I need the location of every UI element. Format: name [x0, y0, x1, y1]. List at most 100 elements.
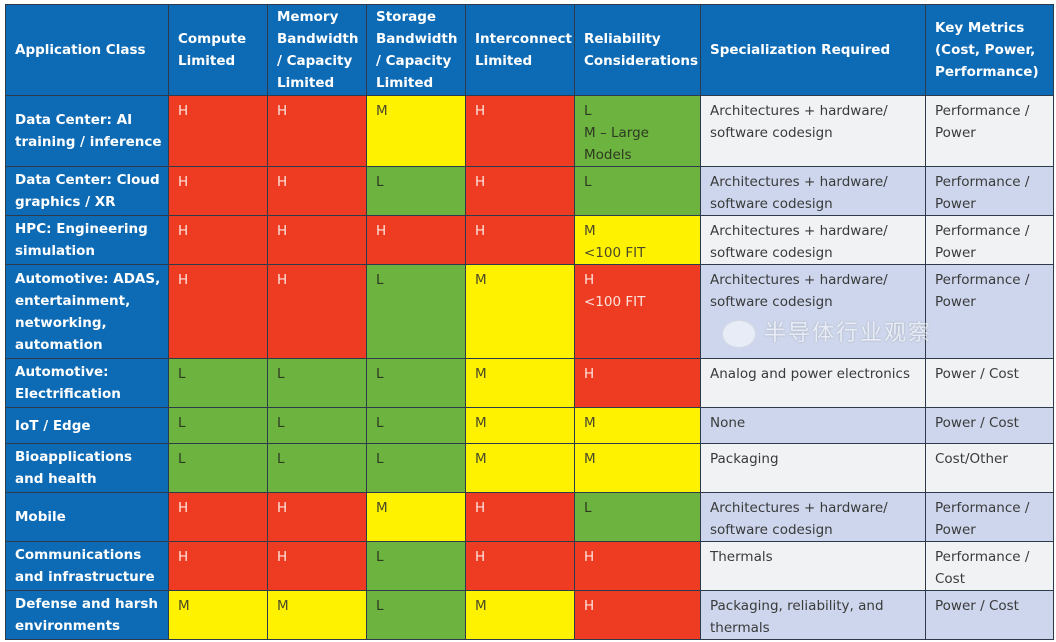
column-header: Interconnect Limited — [465, 4, 575, 96]
cell-text: H — [277, 103, 288, 119]
compute-cell: H — [168, 215, 268, 265]
cell-text: Automotive: ADAS, entertainment, network… — [15, 270, 161, 353]
cell-text: L — [584, 500, 592, 516]
cell-text: H — [178, 272, 189, 288]
cell-text: H — [178, 500, 189, 516]
storage-cell: L — [366, 166, 466, 216]
storage-cell: L — [366, 443, 466, 493]
cell-text: Power / Cost — [935, 415, 1019, 431]
cell-text: L — [584, 174, 592, 190]
application-class-cell: Bioapplications and health — [5, 443, 169, 493]
cell-text: Performance / Power — [935, 272, 1030, 310]
cell-text: L — [376, 598, 384, 614]
cell-text: H — [277, 549, 288, 565]
storage-cell: L — [366, 407, 466, 444]
cell-text: Packaging — [710, 451, 779, 467]
memory-cell: L — [267, 358, 367, 408]
cell-text: H — [475, 500, 486, 516]
column-header: Application Class — [5, 4, 169, 96]
cell-text: Performance / Power — [935, 223, 1030, 261]
cell-text: M — [475, 451, 487, 467]
cell-text: M — [475, 415, 487, 431]
cell-text: L — [376, 366, 384, 382]
cell-text: H — [178, 103, 189, 119]
table-row: Automotive: ADAS, entertainment, network… — [5, 264, 1054, 359]
specialization-cell: Architectures + hardware/ software codes… — [700, 264, 926, 359]
table-row: Data Center: AI training / inference H H M H… — [5, 95, 1054, 167]
cell-text: Architectures + hardware/ software codes… — [710, 103, 888, 141]
cell-text: Automotive: Electrification — [15, 364, 121, 402]
interconnect-cell: H — [465, 215, 575, 265]
specialization-cell: Architectures + hardware/ software codes… — [700, 492, 926, 542]
cell-text: L — [277, 415, 285, 431]
application-class-cell: HPC: Engineering simulation — [5, 215, 169, 265]
specialization-cell: Architectures + hardware/ software codes… — [700, 166, 926, 216]
storage-cell: L — [366, 358, 466, 408]
table-row: Bioapplications and health L L L M M Packaging… — [5, 443, 1054, 493]
column-header: Specialization Required — [700, 4, 926, 96]
cell-text: HPC: Engineering simulation — [15, 221, 148, 259]
interconnect-cell: M — [465, 590, 575, 640]
storage-cell: M — [366, 95, 466, 167]
cell-text: M — [584, 415, 596, 431]
cell-text: M — [475, 366, 487, 382]
interconnect-cell: M — [465, 443, 575, 493]
application-class-cell: Automotive: Electrification — [5, 358, 169, 408]
cell-text: L M – Large Models — [584, 103, 649, 163]
cell-text: Performance / Cost — [935, 549, 1030, 587]
cell-text: L — [178, 366, 186, 382]
metrics-cell: Performance / Power — [925, 95, 1054, 167]
compute-cell: H — [168, 541, 268, 591]
specialization-cell: Thermals — [700, 541, 926, 591]
cell-text: H — [277, 272, 288, 288]
storage-cell: L — [366, 541, 466, 591]
storage-cell: H — [366, 215, 466, 265]
cell-text: H — [277, 223, 288, 239]
table-row: Defense and harsh environments M M L M H Packa… — [5, 590, 1054, 640]
cell-text: Data Center: AI training / inference — [15, 112, 162, 150]
storage-cell: M — [366, 492, 466, 542]
specialization-cell: Analog and power electronics — [700, 358, 926, 408]
cell-text: H — [475, 223, 486, 239]
application-class-cell: Defense and harsh environments — [5, 590, 169, 640]
cell-text: L — [376, 174, 384, 190]
cell-text: M — [584, 451, 596, 467]
memory-cell: H — [267, 541, 367, 591]
metrics-cell: Performance / Power — [925, 215, 1054, 265]
table-row: Automotive: Electrification L L L M H Analog a… — [5, 358, 1054, 408]
cell-text: L — [376, 272, 384, 288]
cell-text: Data Center: Cloud graphics / XR — [15, 172, 160, 210]
memory-cell: H — [267, 95, 367, 167]
cell-text: M <100 FIT — [584, 223, 646, 261]
interconnect-cell: H — [465, 95, 575, 167]
storage-cell: L — [366, 590, 466, 640]
reliability-cell: M — [574, 443, 701, 493]
table-row: HPC: Engineering simulation H H H H M <100 FI… — [5, 215, 1054, 265]
cell-text: M — [178, 598, 190, 614]
application-class-cell: Data Center: AI training / inference — [5, 95, 169, 167]
cell-text: Performance / Power — [935, 103, 1030, 141]
application-class-cell: Data Center: Cloud graphics / XR — [5, 166, 169, 216]
table-row: Data Center: Cloud graphics / XR H H L H L Arc… — [5, 166, 1054, 216]
header-row: Application Class Compute Limited Memory B… — [5, 4, 1054, 96]
memory-cell: M — [267, 590, 367, 640]
memory-cell: L — [267, 443, 367, 493]
interconnect-cell: H — [465, 492, 575, 542]
cell-text: M — [475, 272, 487, 288]
compute-cell: M — [168, 590, 268, 640]
metrics-cell: Performance / Cost — [925, 541, 1054, 591]
column-header: Key Metrics (Cost, Power, Performance) — [925, 4, 1054, 96]
cell-text: M — [277, 598, 289, 614]
column-header: Memory Bandwidth / Capacity Limited — [267, 4, 367, 96]
cell-text: Communications and infrastructure — [15, 547, 155, 585]
cell-text: H — [277, 174, 288, 190]
application-class-table: Application Class Compute Limited Memory B… — [5, 4, 1054, 640]
cell-text: H — [584, 366, 595, 382]
compute-cell: H — [168, 95, 268, 167]
compute-cell: L — [168, 358, 268, 408]
reliability-cell: H — [574, 590, 701, 640]
storage-cell: L — [366, 264, 466, 359]
cell-text: Architectures + hardware/ software codes… — [710, 223, 888, 261]
cell-text: Analog and power electronics — [710, 366, 910, 382]
cell-text: Mobile — [15, 509, 66, 525]
